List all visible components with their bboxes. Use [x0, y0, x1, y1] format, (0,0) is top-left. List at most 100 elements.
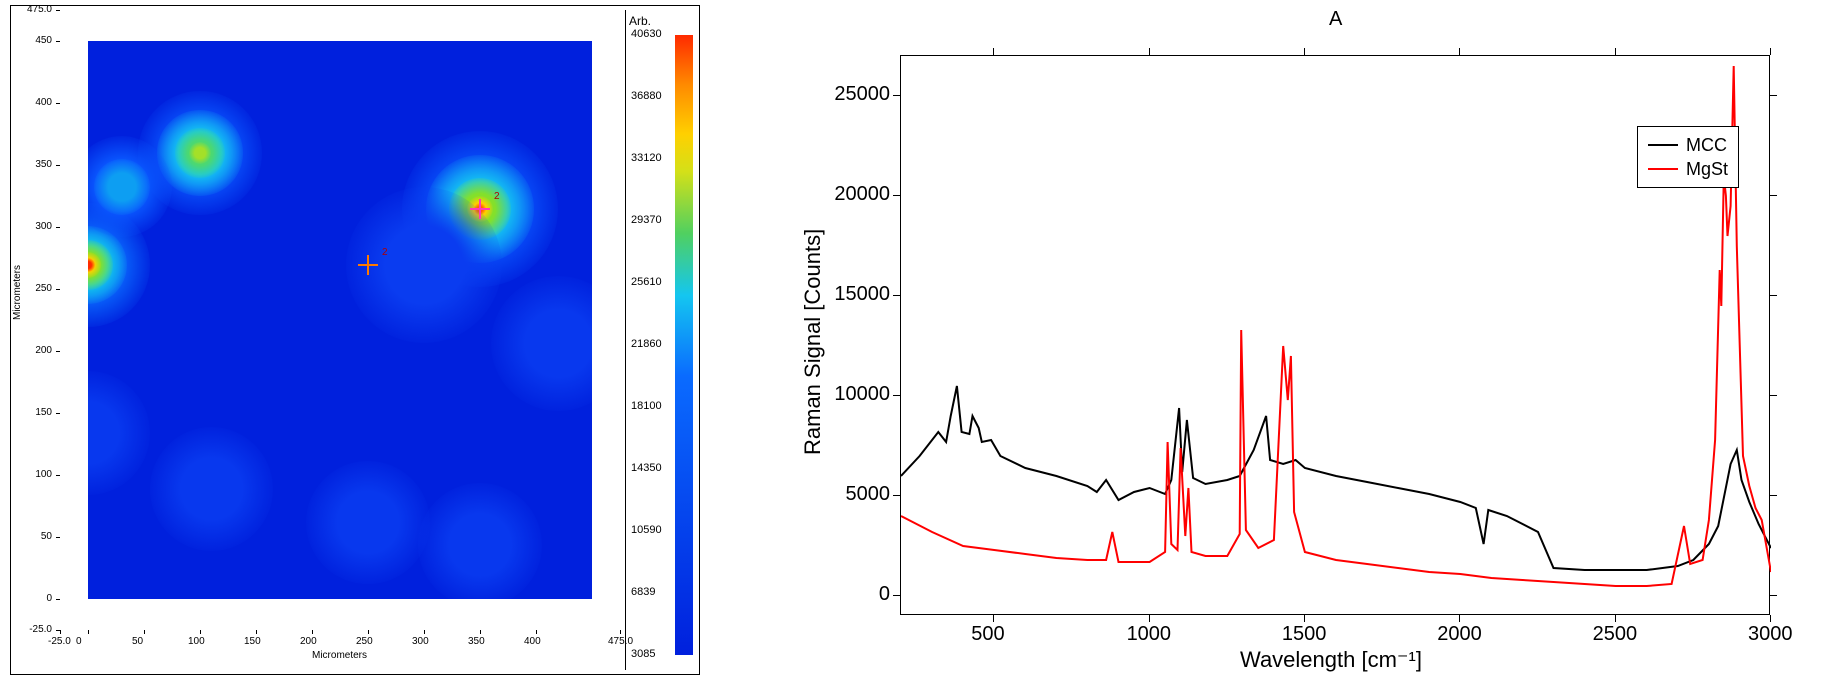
colorbar-gradient [675, 35, 693, 655]
y-tick-label: 0 [22, 593, 52, 604]
x-tick-label: 50 [132, 636, 143, 647]
y-tick [56, 41, 60, 42]
linechart-panel: A MCCMgSt 500100015002000250030000500010… [760, 0, 1826, 680]
y-tick [56, 475, 60, 476]
y-tick-label: 50 [22, 531, 52, 542]
y-tick-label: 5000 [822, 483, 890, 506]
x-tick-label: 2000 [1437, 623, 1482, 646]
x-tick [1304, 48, 1305, 55]
heatmap-blob [306, 461, 429, 584]
linechart-title: A [1329, 8, 1342, 31]
x-tick [312, 630, 313, 634]
y-tick [893, 395, 900, 396]
y-tick [56, 289, 60, 290]
x-tick-label: 250 [356, 636, 373, 647]
heatmap-marker [470, 199, 490, 219]
colorbar-tick-label: 14350 [631, 462, 662, 474]
y-tick [893, 95, 900, 96]
y-tick [1770, 195, 1777, 196]
y-tick [893, 495, 900, 496]
colorbar-tick-label: 6839 [631, 586, 655, 598]
x-tick [993, 48, 994, 55]
x-axis-label: Micrometers [312, 650, 367, 661]
y-tick-label: 0 [822, 583, 890, 606]
x-tick [1304, 615, 1305, 622]
x-tick [368, 630, 369, 634]
x-tick [536, 630, 537, 634]
colorbar-tick-label: 25610 [631, 276, 662, 288]
y-tick-label: 475.0 [22, 4, 52, 15]
x-tick [1459, 615, 1460, 622]
legend-item: MgSt [1648, 157, 1728, 181]
colorbar-tick-label: 33120 [631, 152, 662, 164]
y-tick [893, 595, 900, 596]
y-tick [56, 227, 60, 228]
colorbar-tick-label: 18100 [631, 400, 662, 412]
y-tick [56, 10, 60, 11]
y-tick [56, 413, 60, 414]
x-tick-label: 400 [524, 636, 541, 647]
y-tick [1770, 495, 1777, 496]
y-axis-label: Micrometers [12, 265, 23, 320]
heatmap-blob [94, 159, 150, 215]
heatmap-blob [491, 276, 592, 410]
colorbar-tick-label: 10590 [631, 524, 662, 536]
x-tick [1770, 615, 1771, 622]
linechart-plot-area: MCC MgSt [900, 55, 1770, 615]
colorbar-title: Arb. [629, 14, 651, 28]
x-tick [1149, 48, 1150, 55]
y-tick [56, 351, 60, 352]
y-axis-label: Raman Signal [Counts] [800, 229, 826, 455]
y-tick [893, 295, 900, 296]
y-tick [56, 630, 60, 631]
colorbar-tick-label: 29370 [631, 214, 662, 226]
x-tick [144, 630, 145, 634]
x-tick [620, 630, 621, 634]
x-tick [256, 630, 257, 634]
y-tick [56, 165, 60, 166]
y-tick-label: 15000 [822, 283, 890, 306]
x-tick-label: 150 [244, 636, 261, 647]
y-tick-label: 100 [22, 469, 52, 480]
heatmap-plot-area: 22 [88, 41, 592, 599]
x-tick-label: 100 [188, 636, 205, 647]
legend-line [1648, 168, 1678, 170]
x-axis-label: Wavelength [cm⁻¹] [1240, 647, 1422, 673]
x-tick-label: 1000 [1127, 623, 1172, 646]
y-tick-label: 400 [22, 97, 52, 108]
heatmap-marker [358, 255, 378, 275]
colorbar-tick-label: 40630 [631, 28, 662, 40]
y-tick-label: 250 [22, 283, 52, 294]
x-tick [480, 630, 481, 634]
y-tick-label: 20000 [822, 183, 890, 206]
y-tick-label: 25000 [822, 83, 890, 106]
y-tick [56, 537, 60, 538]
x-tick [88, 630, 89, 634]
legend-label: MCC [1686, 135, 1727, 156]
y-tick-label: 450 [22, 35, 52, 46]
y-tick-label: 350 [22, 159, 52, 170]
x-tick [993, 615, 994, 622]
series-MCC [901, 386, 1771, 570]
y-tick [893, 195, 900, 196]
y-tick [56, 103, 60, 104]
x-tick [60, 630, 61, 634]
y-tick [1770, 295, 1777, 296]
y-tick [1770, 595, 1777, 596]
x-tick-label: 2500 [1593, 623, 1638, 646]
colorbar-tick-label: 3085 [631, 648, 655, 660]
colorbar-tick-label: 36880 [631, 90, 662, 102]
heatmap-marker-label: 2 [382, 247, 388, 258]
linechart-legend: MCC MgSt [1637, 126, 1739, 188]
y-tick [1770, 395, 1777, 396]
y-tick [1770, 95, 1777, 96]
x-tick [1615, 615, 1616, 622]
heatmap-panel: 22 -25.0050100150200250300350400475.0-25… [10, 5, 700, 685]
x-tick-label: 0 [76, 636, 82, 647]
legend-label: MgSt [1686, 159, 1728, 180]
heatmap-blob [88, 371, 150, 494]
x-tick [1615, 48, 1616, 55]
x-tick [424, 630, 425, 634]
x-tick-label: 200 [300, 636, 317, 647]
y-tick-label: 150 [22, 407, 52, 418]
